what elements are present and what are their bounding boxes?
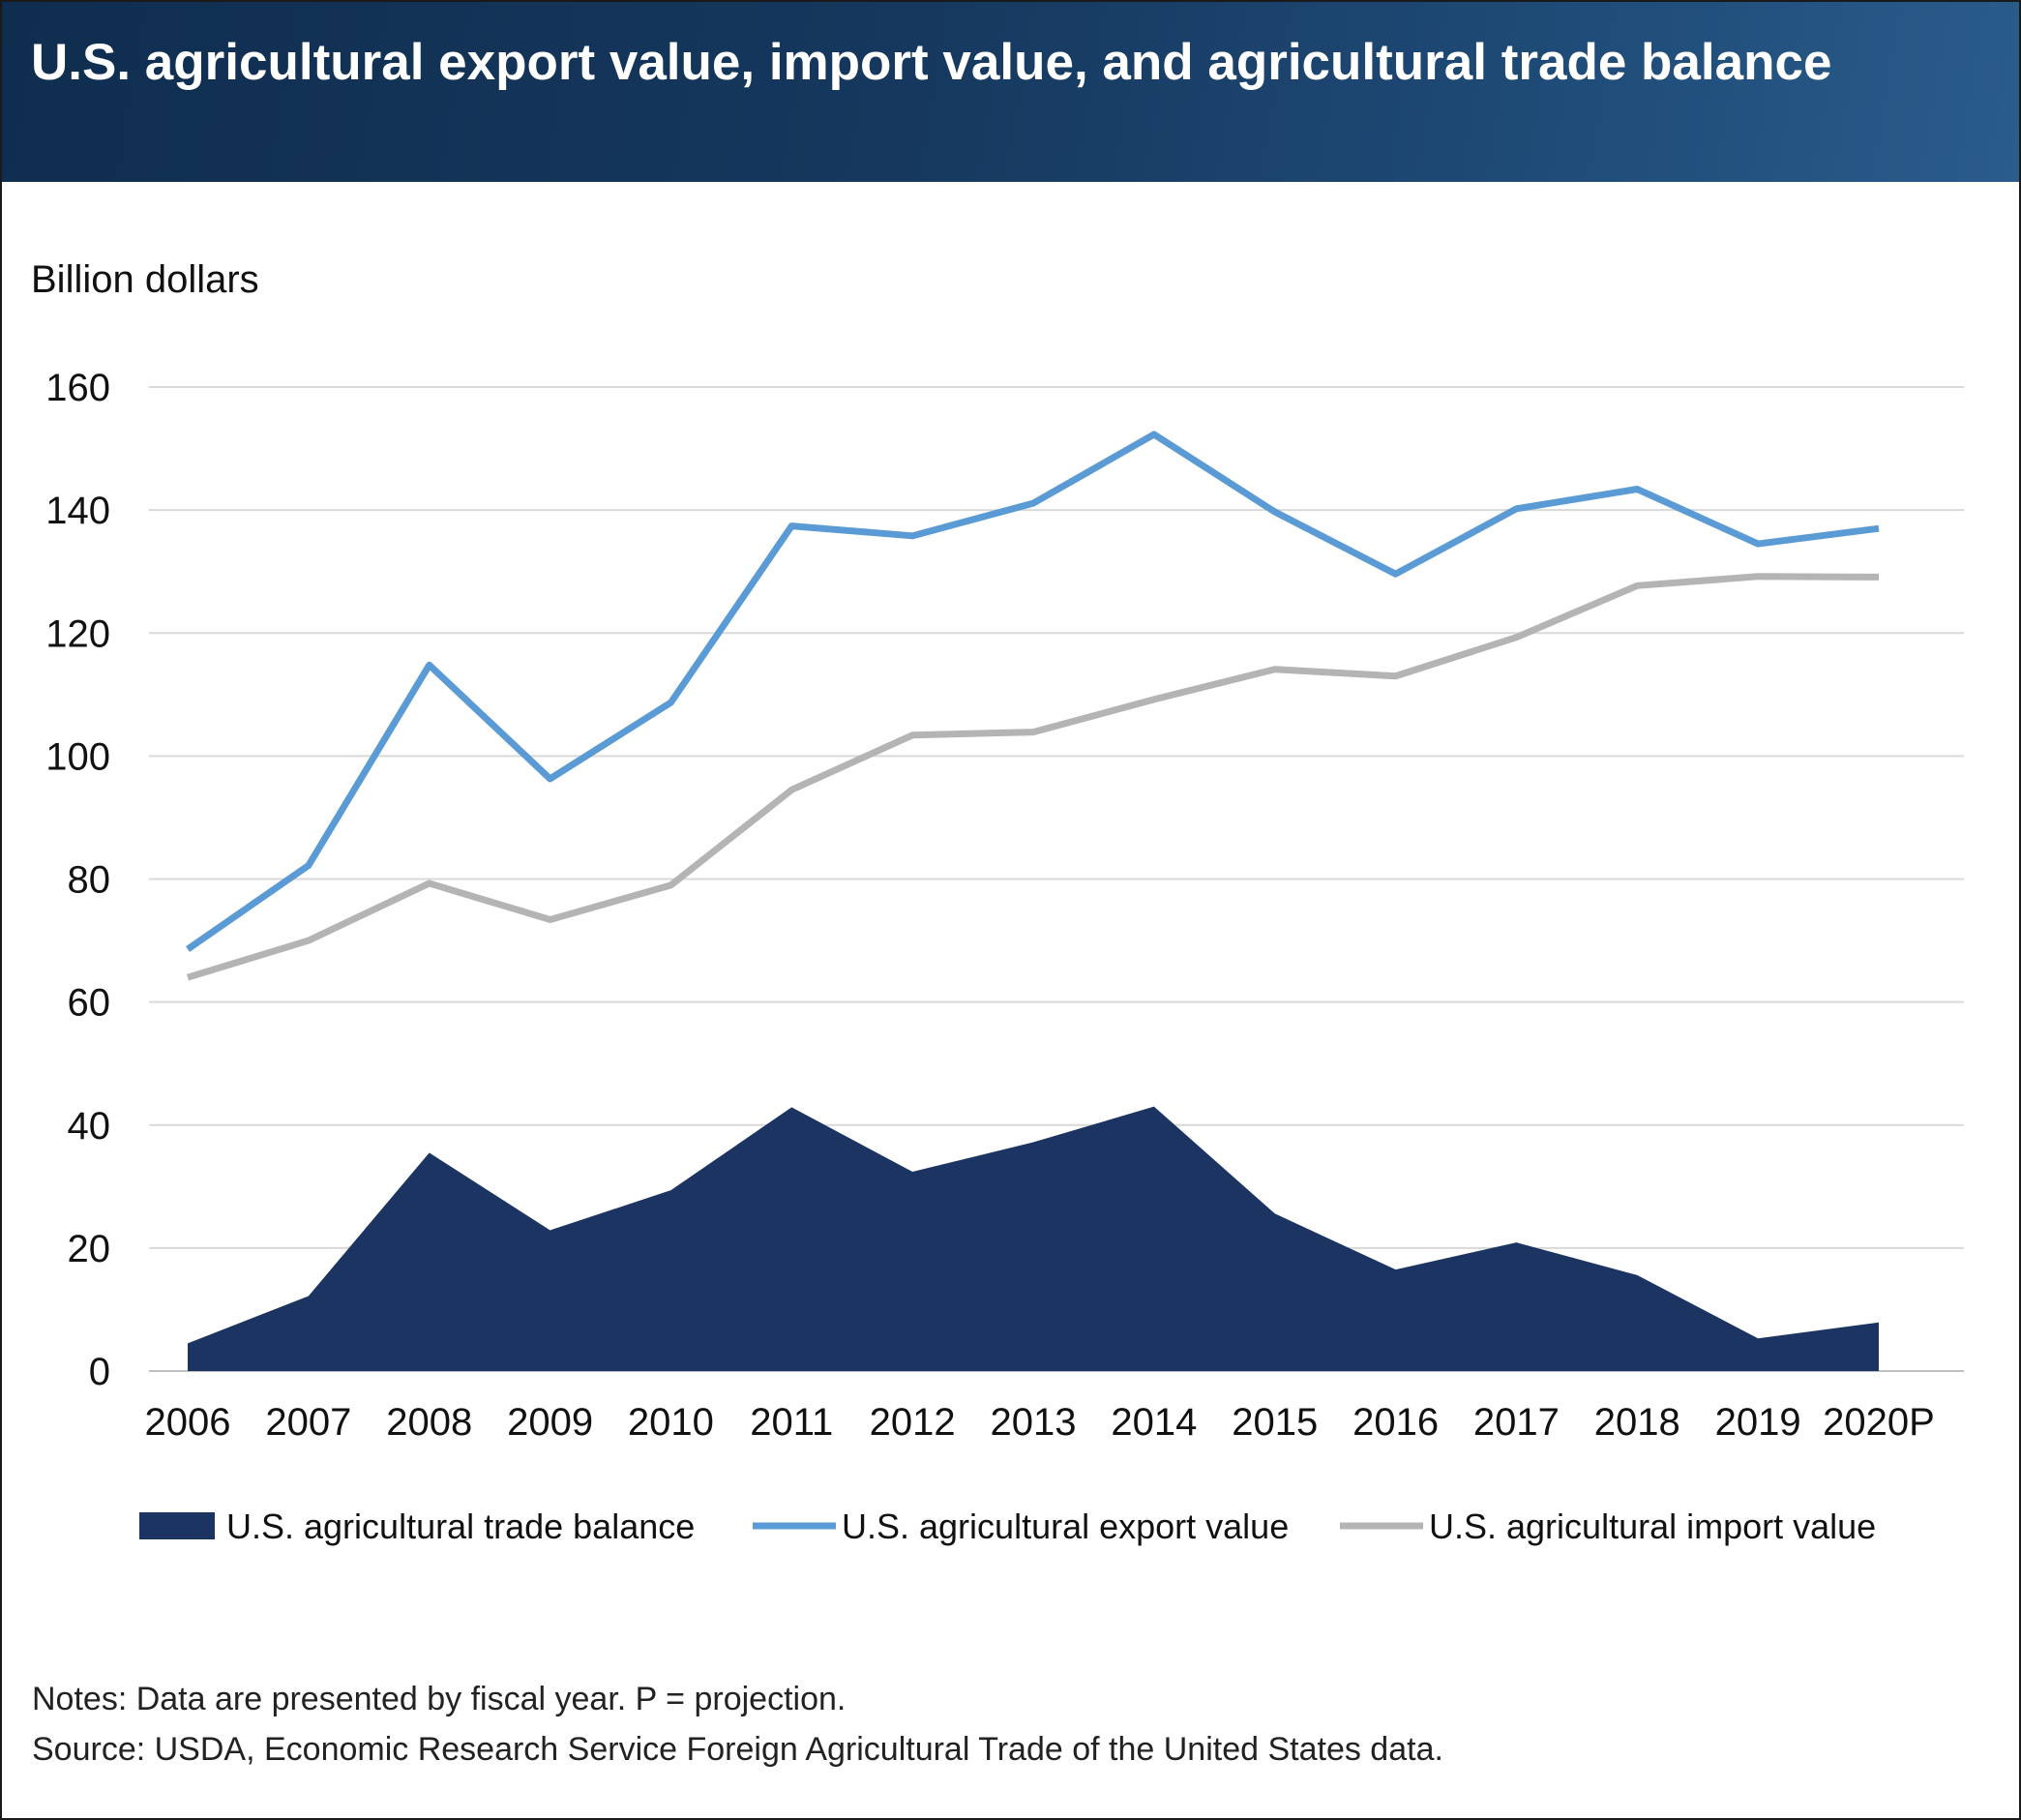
notes-block: Notes: Data are presented by fiscal year… <box>32 1674 1443 1775</box>
x-tick-label: 2011 <box>750 1401 833 1444</box>
legend: U.S. agricultural trade balance U.S. agri… <box>139 1507 1876 1546</box>
x-tick-label: 2006 <box>145 1401 231 1444</box>
y-tick-label: 40 <box>68 1105 111 1148</box>
x-tick-label: 2008 <box>386 1401 472 1444</box>
y-tick-label: 120 <box>45 612 110 655</box>
export-value-line <box>186 431 1880 952</box>
y-tick-label: 20 <box>68 1228 111 1270</box>
legend-item-trade-balance: U.S. agricultural trade balance <box>226 1507 695 1546</box>
x-tick-label: 2016 <box>1352 1401 1439 1444</box>
area-layer <box>188 1106 1879 1371</box>
y-tick-labels: 0 20 40 60 80 100 120 140 160 <box>45 367 110 1393</box>
x-tick-label: 2018 <box>1594 1401 1680 1444</box>
legend-item-import-value: U.S. agricultural import value <box>1429 1507 1876 1546</box>
notes-text: Notes: Data are presented by fiscal year… <box>32 1681 847 1717</box>
import-value-line <box>186 573 1880 981</box>
chart-area: Billion dollars 0 20 40 60 80 100 120 140 160 20… <box>31 258 1964 1546</box>
legend-swatch <box>139 1512 215 1539</box>
x-tick-label: 2009 <box>507 1401 593 1444</box>
source-text: Source: USDA, Economic Research Service … <box>32 1731 1443 1768</box>
y-tick-label: 160 <box>45 367 110 409</box>
x-tick-label: 2015 <box>1232 1401 1318 1444</box>
x-tick-label: 2014 <box>1111 1401 1197 1444</box>
chart-title: U.S. agricultural export value, import v… <box>31 34 1832 91</box>
y-tick-label: 100 <box>45 735 110 778</box>
y-tick-label: 140 <box>45 490 110 532</box>
legend-item-export-value: U.S. agricultural export value <box>842 1507 1289 1546</box>
y-tick-label: 80 <box>68 859 111 902</box>
line-layer <box>186 431 1880 981</box>
trade-balance-area <box>188 1106 1879 1371</box>
x-tick-label: 2020P <box>1823 1401 1935 1444</box>
x-tick-label: 2007 <box>265 1401 351 1444</box>
x-tick-label: 2013 <box>991 1401 1077 1444</box>
y-tick-label: 60 <box>68 982 111 1025</box>
x-tick-labels: 2006 2007 2008 2009 2010 2011 2012 2013 2014 2015… <box>145 1401 1935 1444</box>
x-tick-label: 2012 <box>870 1401 956 1444</box>
x-tick-label: 2017 <box>1473 1401 1560 1444</box>
y-axis-label: Billion dollars <box>31 258 259 301</box>
title-banner: U.S. agricultural export value, import v… <box>2 2 2019 182</box>
x-tick-label: 2019 <box>1715 1401 1801 1444</box>
y-tick-label: 0 <box>89 1351 110 1393</box>
x-tick-label: 2010 <box>628 1401 714 1444</box>
